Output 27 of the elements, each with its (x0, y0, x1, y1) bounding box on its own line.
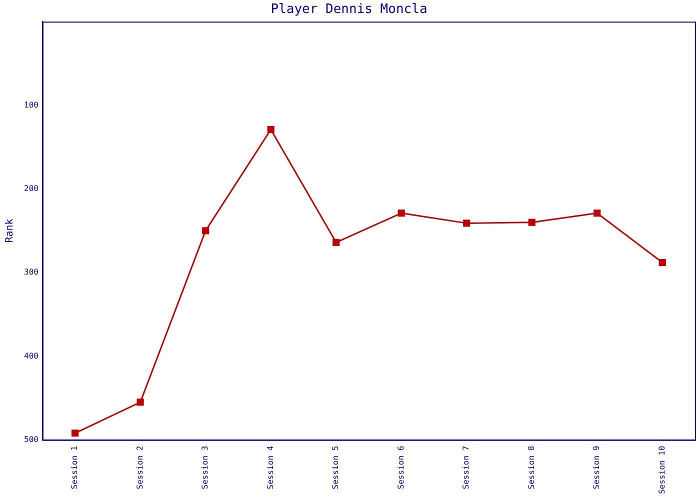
point (398, 210, 405, 217)
x-tick-label: Session 2 (135, 446, 144, 490)
x-tick-label: Session 6 (396, 446, 406, 490)
point (202, 227, 210, 234)
x-tick-label: Session 4 (266, 446, 275, 490)
x-tick-label: Session 5 (331, 446, 340, 490)
point (136, 398, 144, 406)
y-tick-label: 500 (24, 434, 39, 444)
x-tick-label: Session 1 (70, 446, 80, 490)
point (594, 210, 601, 217)
point (528, 218, 536, 226)
x-tick-label: Session 8 (526, 446, 536, 490)
x-tick-label: Session 9 (592, 446, 602, 490)
point (332, 238, 340, 246)
y-tick-label: 400 (24, 351, 39, 360)
point (658, 258, 666, 266)
y-tick-label: 300 (24, 268, 39, 277)
point (463, 220, 470, 227)
y-tick-label: 100 (24, 100, 39, 110)
y-axis-title: Rank (4, 218, 16, 243)
point (267, 126, 274, 134)
chart-title: Player Dennis Moncla (270, 2, 428, 18)
x-tick-label: Session 3 (200, 446, 210, 490)
x-tick-label: Session 10 (657, 446, 666, 494)
x-tick-label: Session 7 (462, 446, 471, 490)
y-tick-label: 200 (24, 184, 39, 193)
point (72, 430, 79, 437)
